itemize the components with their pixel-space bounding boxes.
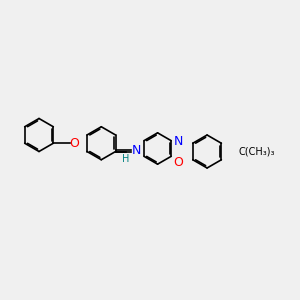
Text: O: O (69, 137, 79, 150)
Text: N: N (174, 134, 183, 148)
Text: C(CH₃)₃: C(CH₃)₃ (238, 146, 275, 157)
Text: O: O (174, 155, 184, 169)
Text: N: N (132, 143, 141, 157)
Text: H: H (122, 154, 130, 164)
